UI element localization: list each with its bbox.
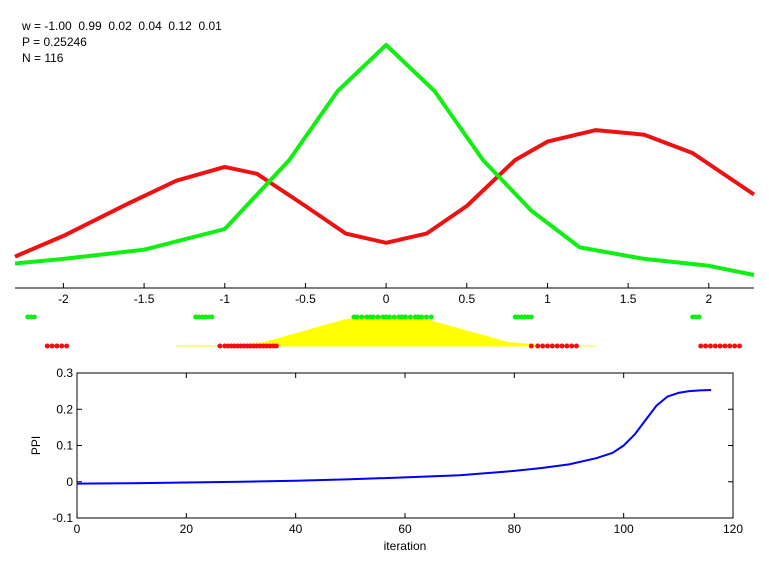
- ppi-y-tick-label: 0.1: [56, 439, 73, 453]
- green-sample-point: [407, 314, 413, 320]
- top-x-tick-label: 1.5: [620, 292, 637, 306]
- green-sample-point: [402, 314, 408, 320]
- red-sample-point: [549, 343, 555, 349]
- red-sample-point: [64, 343, 70, 349]
- red-sample-point: [44, 343, 50, 349]
- ppi-x-tick-label: 40: [289, 522, 303, 536]
- p-readout: P = 0.25246: [22, 35, 87, 49]
- ppi-x-tick-label: 0: [74, 522, 81, 536]
- red-sample-point: [736, 343, 742, 349]
- top-x-tick-label: -2: [58, 292, 69, 306]
- green-sample-point: [386, 314, 392, 320]
- red-sample-point: [540, 343, 546, 349]
- density-plot: -2 -1.5 -1 -0.5 0 0.5 1 1.5 2: [14, 43, 756, 349]
- red-sample-point: [528, 343, 534, 349]
- green-sample-point: [354, 314, 360, 320]
- red-sample-point: [722, 343, 728, 349]
- top-x-tick-label: 2: [705, 292, 712, 306]
- red-sample-point: [732, 343, 738, 349]
- red-sample-point: [273, 343, 279, 349]
- ppi-plot: 0 20 40 60 80 100 120-0.100.10.20.3iterationPP…: [29, 366, 743, 553]
- ppi-y-tick-label: 0: [66, 475, 73, 489]
- green-sample-point: [375, 314, 381, 320]
- red-sample-point: [559, 343, 565, 349]
- red-sample-point: [217, 343, 223, 349]
- red-sample-point: [564, 343, 570, 349]
- green-sample-point: [359, 314, 365, 320]
- red-sample-point: [54, 343, 60, 349]
- red-sample-point: [535, 343, 541, 349]
- green-sample-point: [528, 314, 534, 320]
- green-sample-point: [209, 314, 215, 320]
- ppi-x-tick-label: 100: [614, 522, 634, 536]
- top-x-tick-label: 0.5: [458, 292, 475, 306]
- red-density-curve: [14, 128, 756, 259]
- ppi-x-tick-label: 60: [398, 522, 412, 536]
- green-sample-point: [423, 314, 429, 320]
- shaded-density-area: [176, 315, 596, 347]
- weights-readout: w = -1.00 0.99 0.02 0.04 0.12 0.01: [22, 19, 222, 33]
- ppi-x-tick-label: 120: [723, 522, 743, 536]
- red-sample-point: [727, 343, 733, 349]
- green-sample-point: [31, 314, 37, 320]
- green-sample-point: [370, 314, 376, 320]
- red-sample-point: [554, 343, 560, 349]
- red-sample-point: [712, 343, 718, 349]
- ppi-axes-box: [76, 372, 734, 519]
- ppi-series-line: [76, 389, 712, 485]
- red-sample-point: [717, 343, 723, 349]
- top-x-tick-label: -1.5: [134, 292, 155, 306]
- ppi-y-tick-label: 0.3: [56, 366, 73, 380]
- red-sample-point: [703, 343, 709, 349]
- red-sample-point: [544, 343, 550, 349]
- top-x-tick-label: -0.5: [295, 292, 316, 306]
- top-x-tick-label: 1: [544, 292, 551, 306]
- red-sample-point: [59, 343, 65, 349]
- ppi-x-tick-label: 80: [508, 522, 522, 536]
- n-readout: N = 116: [22, 51, 64, 65]
- green-sample-point: [428, 314, 434, 320]
- top-x-tick-label: 0: [383, 292, 390, 306]
- green-sample-point: [391, 314, 397, 320]
- green-sample-point: [419, 314, 425, 320]
- red-sample-point: [569, 343, 575, 349]
- ppi-y-tick-label: -0.1: [52, 511, 73, 525]
- red-sample-point: [707, 343, 713, 349]
- top-x-tick-label: -1: [219, 292, 230, 306]
- green-sample-point: [696, 314, 702, 320]
- ppi-y-tick-label: 0.2: [56, 402, 73, 416]
- ppi-x-axis-label: iteration: [384, 539, 427, 553]
- red-sample-point: [698, 343, 704, 349]
- ppi-x-tick-label: 20: [180, 522, 194, 536]
- ppi-y-axis-label: PPI: [29, 436, 43, 455]
- red-sample-point: [574, 343, 580, 349]
- red-sample-point: [49, 343, 55, 349]
- green-density-curve: [14, 43, 755, 277]
